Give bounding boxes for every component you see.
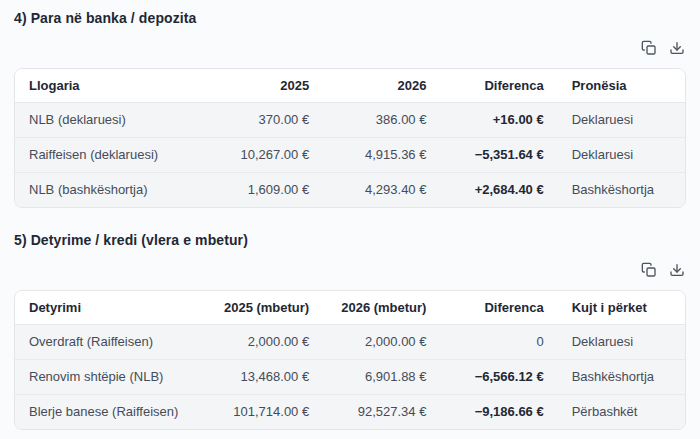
column-header-ownership: Pronësia bbox=[558, 69, 685, 103]
table-row: NLB (deklaruesi) 370.00 € 386.00 € +16.0… bbox=[15, 103, 685, 138]
cell-2025-value: 370.00 € bbox=[206, 103, 323, 138]
cell-ownership: Deklaruesi bbox=[558, 138, 685, 173]
cell-liability: Blerje banese (Raiffeisen) bbox=[15, 395, 206, 430]
cell-account: NLB (bashkëshortja) bbox=[15, 173, 206, 208]
cell-difference: −6,566.12 € bbox=[440, 360, 557, 395]
cell-account: NLB (deklaruesi) bbox=[15, 103, 206, 138]
table-row: Renovim shtëpie (NLB) 13,468.00 € 6,901.… bbox=[15, 360, 685, 395]
download-button[interactable] bbox=[668, 39, 686, 57]
column-header-2026: 2026 bbox=[323, 69, 440, 103]
liabilities-table-card: Detyrimi 2025 (mbetur) 2026 (mbetur) Dif… bbox=[14, 290, 686, 430]
download-button[interactable] bbox=[668, 261, 686, 279]
column-header-2025: 2025 bbox=[206, 69, 323, 103]
cell-difference: −9,186.66 € bbox=[440, 395, 557, 430]
cell-2025-value: 101,714.00 € bbox=[206, 395, 323, 430]
copy-icon bbox=[641, 40, 657, 56]
column-header-belongs-to: Kujt i përket bbox=[558, 291, 685, 325]
column-header-difference: Diferenca bbox=[440, 69, 557, 103]
cell-2026-value: 4,293.40 € bbox=[323, 173, 440, 208]
cell-2026-value: 2,000.00 € bbox=[323, 325, 440, 360]
cell-ownership: Deklaruesi bbox=[558, 103, 685, 138]
cell-difference: 0 bbox=[440, 325, 557, 360]
cell-difference: −5,351.64 € bbox=[440, 138, 557, 173]
cell-belongs-to: Deklaruesi bbox=[558, 325, 685, 360]
table-header-row: Detyrimi 2025 (mbetur) 2026 (mbetur) Dif… bbox=[15, 291, 685, 325]
table-row: Blerje banese (Raiffeisen) 101,714.00 € … bbox=[15, 395, 685, 430]
cell-belongs-to: Bashkëshortja bbox=[558, 360, 685, 395]
section-liabilities: 5) Detyrime / kredi (vlera e mbetur) Det… bbox=[14, 232, 686, 430]
cell-2026-value: 4,915.36 € bbox=[323, 138, 440, 173]
section-toolbar bbox=[14, 261, 686, 279]
table-row: NLB (bashkëshortja) 1,609.00 € 4,293.40 … bbox=[15, 173, 685, 208]
cell-difference: +2,684.40 € bbox=[440, 173, 557, 208]
column-header-2026-remaining: 2026 (mbetur) bbox=[323, 291, 440, 325]
cell-belongs-to: Përbashkët bbox=[558, 395, 685, 430]
table-row: Raiffeisen (deklaruesi) 10,267.00 € 4,91… bbox=[15, 138, 685, 173]
cell-ownership: Bashkëshortja bbox=[558, 173, 685, 208]
cell-difference: +16.00 € bbox=[440, 103, 557, 138]
download-icon bbox=[669, 262, 685, 278]
cell-account: Raiffeisen (deklaruesi) bbox=[15, 138, 206, 173]
column-header-2025-remaining: 2025 (mbetur) bbox=[206, 291, 323, 325]
table-header-row: Llogaria 2025 2026 Diferenca Pronësia bbox=[15, 69, 685, 103]
bank-deposits-table: Llogaria 2025 2026 Diferenca Pronësia NL… bbox=[15, 69, 685, 207]
cell-2025-value: 13,468.00 € bbox=[206, 360, 323, 395]
cell-2026-value: 6,901.88 € bbox=[323, 360, 440, 395]
cell-2025-value: 10,267.00 € bbox=[206, 138, 323, 173]
cell-2025-value: 2,000.00 € bbox=[206, 325, 323, 360]
bank-deposits-table-card: Llogaria 2025 2026 Diferenca Pronësia NL… bbox=[14, 68, 686, 208]
table-row: Overdraft (Raiffeisen) 2,000.00 € 2,000.… bbox=[15, 325, 685, 360]
cell-2026-value: 386.00 € bbox=[323, 103, 440, 138]
copy-button[interactable] bbox=[640, 261, 658, 279]
section-bank-deposits: 4) Para në banka / depozita Llogaria 202… bbox=[14, 10, 686, 208]
cell-liability: Overdraft (Raiffeisen) bbox=[15, 325, 206, 360]
copy-icon bbox=[641, 262, 657, 278]
column-header-account: Llogaria bbox=[15, 69, 206, 103]
cell-liability: Renovim shtëpie (NLB) bbox=[15, 360, 206, 395]
column-header-difference: Diferenca bbox=[440, 291, 557, 325]
cell-2026-value: 92,527.34 € bbox=[323, 395, 440, 430]
cell-2025-value: 1,609.00 € bbox=[206, 173, 323, 208]
liabilities-table: Detyrimi 2025 (mbetur) 2026 (mbetur) Dif… bbox=[15, 291, 685, 429]
download-icon bbox=[669, 40, 685, 56]
page-title: 5) Detyrime / kredi (vlera e mbetur) bbox=[14, 232, 686, 248]
page-title: 4) Para në banka / depozita bbox=[14, 10, 686, 26]
section-toolbar bbox=[14, 39, 686, 57]
column-header-liability: Detyrimi bbox=[15, 291, 206, 325]
copy-button[interactable] bbox=[640, 39, 658, 57]
